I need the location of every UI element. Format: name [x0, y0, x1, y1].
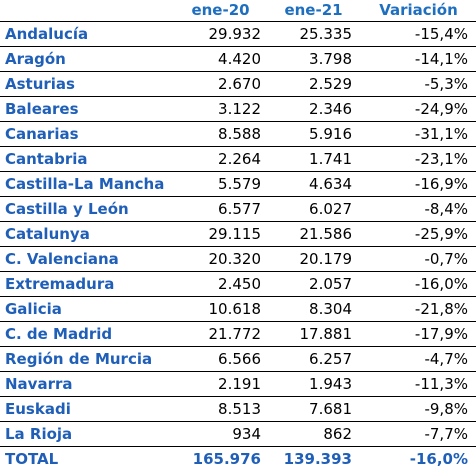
- total-label: TOTAL: [0, 445, 175, 471]
- table-row: Galicia 10.618 8.304 -21,8%: [0, 295, 476, 321]
- value-ene-21: 4.634: [266, 170, 361, 196]
- region-name: Aragón: [0, 45, 175, 71]
- table-body: Andalucía 29.932 25.335 -15,4% Aragón 4.420 3.…: [0, 20, 476, 447]
- header-variacion: Variación: [379, 1, 458, 20]
- table-row: Catalunya 29.115 21.586 -25,9%: [0, 220, 476, 246]
- region-name: C. Valenciana: [0, 245, 175, 271]
- value-ene-21: 1.741: [266, 145, 361, 171]
- value-variacion: -15,4%: [361, 20, 476, 46]
- value-ene-21: 6.257: [266, 345, 361, 371]
- table-row: Canarias 8.588 5.916 -31,1%: [0, 120, 476, 146]
- table-row: Navarra 2.191 1.943 -11,3%: [0, 370, 476, 396]
- table-row: Andalucía 29.932 25.335 -15,4%: [0, 20, 476, 46]
- region-name: Cantabria: [0, 145, 175, 171]
- region-name: Región de Murcia: [0, 345, 175, 371]
- header-ene-21: ene-21: [284, 1, 343, 20]
- value-variacion: -16,9%: [361, 170, 476, 196]
- table-row: Extremadura 2.450 2.057 -16,0%: [0, 270, 476, 296]
- value-variacion: -5,3%: [361, 70, 476, 96]
- table-row: Cantabria 2.264 1.741 -23,1%: [0, 145, 476, 171]
- header-ene-20: ene-20: [191, 1, 250, 20]
- value-ene-20: 2.450: [175, 270, 266, 296]
- table-row: La Rioja 934 862 -7,7%: [0, 420, 476, 447]
- value-variacion: -14,1%: [361, 45, 476, 71]
- table-row: Asturias 2.670 2.529 -5,3%: [0, 70, 476, 96]
- value-variacion: -24,9%: [361, 95, 476, 121]
- table-row: Aragón 4.420 3.798 -14,1%: [0, 45, 476, 71]
- region-name: Asturias: [0, 70, 175, 96]
- value-ene-20: 20.320: [175, 245, 266, 271]
- value-variacion: -11,3%: [361, 370, 476, 396]
- table-row: Baleares 3.122 2.346 -24,9%: [0, 95, 476, 121]
- value-ene-21: 20.179: [266, 245, 361, 271]
- value-ene-21: 21.586: [266, 220, 361, 246]
- value-ene-21: 2.529: [266, 70, 361, 96]
- total-ene-20: 165.976: [175, 445, 266, 471]
- region-name: Catalunya: [0, 220, 175, 246]
- value-ene-21: 862: [266, 420, 361, 447]
- total-ene-21: 139.393: [266, 445, 361, 471]
- value-ene-21: 25.335: [266, 20, 361, 46]
- value-ene-20: 6.566: [175, 345, 266, 371]
- value-ene-21: 5.916: [266, 120, 361, 146]
- value-ene-21: 17.881: [266, 320, 361, 346]
- header-row: ene-20 ene-21 Variación: [0, 0, 476, 21]
- value-variacion: -0,7%: [361, 245, 476, 271]
- value-variacion: -21,8%: [361, 295, 476, 321]
- value-ene-20: 8.588: [175, 120, 266, 146]
- region-name: C. de Madrid: [0, 320, 175, 346]
- value-ene-20: 3.122: [175, 95, 266, 121]
- value-variacion: -4,7%: [361, 345, 476, 371]
- total-variacion: -16,0%: [361, 445, 476, 471]
- region-name: Canarias: [0, 120, 175, 146]
- value-ene-20: 29.115: [175, 220, 266, 246]
- value-ene-20: 2.191: [175, 370, 266, 396]
- value-variacion: -17,9%: [361, 320, 476, 346]
- region-name: Andalucía: [0, 20, 175, 46]
- table-row: Euskadi 8.513 7.681 -9,8%: [0, 395, 476, 421]
- value-variacion: -25,9%: [361, 220, 476, 246]
- value-ene-20: 8.513: [175, 395, 266, 421]
- region-name: Extremadura: [0, 270, 175, 296]
- value-ene-20: 21.772: [175, 320, 266, 346]
- region-name: Castilla-La Mancha: [0, 170, 175, 196]
- table-row: Castilla y León 6.577 6.027 -8,4%: [0, 195, 476, 221]
- table-row: Castilla-La Mancha 5.579 4.634 -16,9%: [0, 170, 476, 196]
- value-ene-20: 29.932: [175, 20, 266, 46]
- region-name: Castilla y León: [0, 195, 175, 221]
- value-variacion: -31,1%: [361, 120, 476, 146]
- value-variacion: -23,1%: [361, 145, 476, 171]
- value-ene-20: 6.577: [175, 195, 266, 221]
- table-row: C. de Madrid 21.772 17.881 -17,9%: [0, 320, 476, 346]
- total-row: TOTAL 165.976 139.393 -16,0%: [0, 445, 476, 471]
- value-ene-20: 10.618: [175, 295, 266, 321]
- region-name: Baleares: [0, 95, 175, 121]
- region-name: La Rioja: [0, 420, 175, 447]
- value-ene-21: 2.346: [266, 95, 361, 121]
- value-ene-20: 2.670: [175, 70, 266, 96]
- table-row: C. Valenciana 20.320 20.179 -0,7%: [0, 245, 476, 271]
- value-variacion: -9,8%: [361, 395, 476, 421]
- value-ene-21: 8.304: [266, 295, 361, 321]
- header-name: [0, 0, 175, 21]
- value-ene-20: 2.264: [175, 145, 266, 171]
- value-variacion: -8,4%: [361, 195, 476, 221]
- value-ene-21: 6.027: [266, 195, 361, 221]
- value-ene-21: 3.798: [266, 45, 361, 71]
- value-ene-21: 2.057: [266, 270, 361, 296]
- value-variacion: -16,0%: [361, 270, 476, 296]
- region-name: Euskadi: [0, 395, 175, 421]
- value-variacion: -7,7%: [361, 420, 476, 447]
- value-ene-20: 5.579: [175, 170, 266, 196]
- region-name: Galicia: [0, 295, 175, 321]
- value-ene-20: 934: [175, 420, 266, 447]
- value-ene-21: 7.681: [266, 395, 361, 421]
- value-ene-20: 4.420: [175, 45, 266, 71]
- value-ene-21: 1.943: [266, 370, 361, 396]
- table-row: Región de Murcia 6.566 6.257 -4,7%: [0, 345, 476, 371]
- region-name: Navarra: [0, 370, 175, 396]
